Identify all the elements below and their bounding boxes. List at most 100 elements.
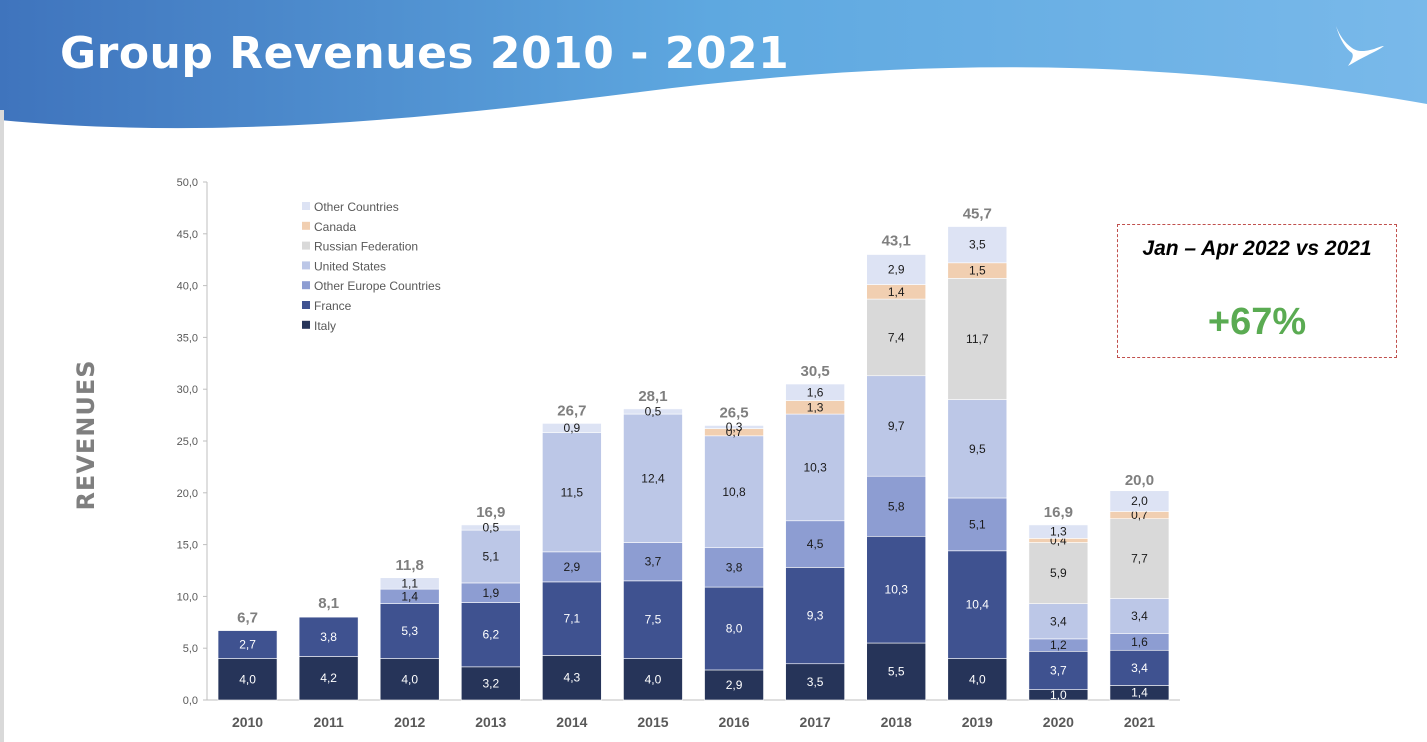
bar-segment bbox=[785, 413, 845, 522]
bar-segment bbox=[298, 616, 359, 657]
bar-segment bbox=[460, 529, 521, 584]
segment-label: 1,5 bbox=[969, 264, 986, 278]
bar-segment bbox=[1109, 649, 1170, 686]
bar-segment bbox=[785, 663, 845, 701]
segment-label: 5,1 bbox=[969, 517, 986, 531]
bar-total-label: 43,1 bbox=[882, 232, 911, 249]
y-tick-label: 15,0 bbox=[177, 540, 198, 552]
bar-segment bbox=[379, 603, 440, 659]
bar-segment bbox=[623, 542, 683, 582]
legend-label: Russian Federation bbox=[314, 240, 418, 254]
bar-total-label: 6,7 bbox=[237, 610, 258, 627]
segment-label: 4,0 bbox=[645, 672, 662, 686]
segment-label: 1,4 bbox=[401, 589, 418, 603]
segment-label: 10,3 bbox=[885, 583, 909, 597]
bar-segment bbox=[866, 298, 927, 377]
segment-label: 5,8 bbox=[888, 499, 905, 513]
segment-label: 5,9 bbox=[1050, 566, 1067, 580]
segment-label: 1,0 bbox=[1050, 688, 1067, 702]
bar-total-label: 26,5 bbox=[719, 404, 748, 421]
bar-segment bbox=[1028, 603, 1089, 640]
bar-total-label: 20,0 bbox=[1125, 472, 1154, 489]
bar-segment bbox=[947, 658, 1008, 701]
callout-title: Jan – Apr 2022 vs 2021 bbox=[1142, 237, 1372, 260]
x-tick-label: 2015 bbox=[637, 714, 668, 730]
x-tick-label: 2012 bbox=[394, 714, 425, 730]
legend-label: United States bbox=[314, 259, 386, 273]
bar-segment bbox=[542, 581, 602, 656]
bar-segment bbox=[704, 547, 764, 588]
y-tick-label: 10,0 bbox=[177, 591, 198, 603]
bar-segment bbox=[460, 602, 521, 668]
bar-segment bbox=[1109, 518, 1170, 599]
segment-label: 2,0 bbox=[1131, 494, 1148, 508]
bar-segment bbox=[217, 658, 278, 701]
legend-swatch bbox=[302, 320, 310, 329]
bird-logo-icon bbox=[1336, 26, 1384, 66]
legend-label: Italy bbox=[314, 319, 336, 333]
segment-label: 10,4 bbox=[966, 598, 990, 612]
x-tick-label: 2010 bbox=[232, 714, 263, 730]
legend-swatch bbox=[302, 202, 310, 210]
x-tick-label: 2018 bbox=[881, 714, 912, 730]
segment-label: 3,5 bbox=[969, 238, 986, 252]
x-tick-label: 2019 bbox=[962, 714, 993, 730]
bar-segment bbox=[1109, 490, 1170, 512]
segment-label: 7,7 bbox=[1131, 552, 1148, 566]
left-divider bbox=[0, 110, 4, 742]
segment-label: 2,9 bbox=[726, 678, 743, 692]
bar-segment bbox=[623, 413, 683, 543]
callout-value: +67% bbox=[1207, 301, 1307, 343]
bar-segment bbox=[947, 497, 1008, 552]
y-axis-label: REVENUES bbox=[72, 359, 100, 511]
segment-label: 3,8 bbox=[726, 560, 743, 574]
segment-label: 5,3 bbox=[401, 624, 418, 638]
segment-label: 1,3 bbox=[807, 400, 824, 414]
bar-segment bbox=[704, 669, 764, 701]
bar-segment bbox=[866, 375, 927, 477]
segment-label: 2,9 bbox=[888, 263, 905, 277]
segment-label: 0,5 bbox=[482, 521, 499, 535]
segment-label: 5,5 bbox=[888, 665, 905, 679]
segment-label: 4,3 bbox=[564, 671, 581, 685]
bar-segment bbox=[866, 254, 927, 285]
bar-segment bbox=[217, 630, 278, 659]
segment-label: 3,8 bbox=[320, 630, 337, 644]
bar-segment bbox=[785, 383, 845, 401]
bar-segment bbox=[947, 226, 1008, 264]
bar-total-label: 16,9 bbox=[1044, 504, 1073, 521]
bar-segment bbox=[379, 577, 440, 590]
bar-segment bbox=[866, 475, 927, 537]
segment-label: 3,7 bbox=[645, 555, 662, 569]
y-tick-label: 5,0 bbox=[183, 643, 198, 655]
segment-label: 2,9 bbox=[564, 560, 581, 574]
segment-label: 9,7 bbox=[888, 419, 905, 433]
segment-label: 4,0 bbox=[401, 672, 418, 686]
segment-label: 5,1 bbox=[482, 550, 499, 564]
bar-total-label: 11,8 bbox=[396, 557, 424, 574]
bar-segment bbox=[785, 567, 845, 665]
bar-segment bbox=[704, 425, 764, 429]
page-title: Group Revenues 2010 - 2021 bbox=[60, 28, 790, 79]
bar-total-label: 8,1 bbox=[318, 595, 339, 612]
y-tick-label: 25,0 bbox=[177, 436, 198, 448]
y-tick-label: 0,0 bbox=[183, 695, 198, 707]
bar-segment bbox=[1028, 651, 1089, 690]
bar-segment bbox=[704, 435, 764, 549]
bar-segment bbox=[542, 551, 602, 583]
segment-label: 3,4 bbox=[1131, 609, 1148, 623]
legend-label: France bbox=[314, 299, 352, 313]
x-tick-label: 2020 bbox=[1043, 714, 1074, 730]
segment-label: 1,6 bbox=[1131, 635, 1148, 649]
segment-label: 1,9 bbox=[482, 586, 499, 600]
segment-label: 10,8 bbox=[722, 485, 746, 499]
y-tick-label: 30,0 bbox=[177, 384, 198, 396]
segment-label: 3,2 bbox=[482, 676, 499, 690]
x-tick-label: 2013 bbox=[475, 714, 506, 730]
bar-segment bbox=[785, 520, 845, 568]
segment-label: 7,4 bbox=[888, 330, 905, 344]
segment-label: 12,4 bbox=[641, 471, 665, 485]
bar-segment bbox=[542, 655, 602, 701]
x-tick-label: 2014 bbox=[556, 714, 587, 730]
